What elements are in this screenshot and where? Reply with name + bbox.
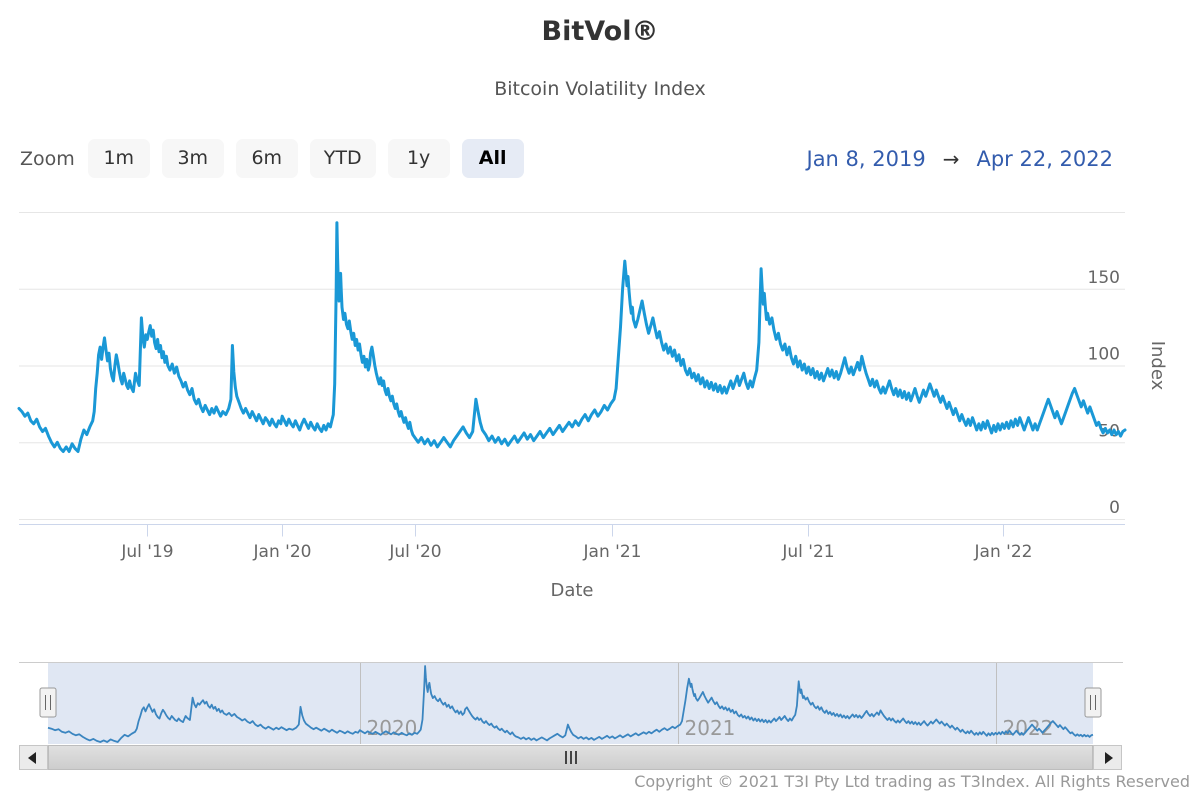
range-button-all[interactable]: All bbox=[461, 139, 524, 178]
chart-title: BitVol® bbox=[541, 16, 659, 47]
copyright-credit: Copyright © 2021 T3I Pty Ltd trading as … bbox=[634, 772, 1190, 791]
navigator-left-handle[interactable] bbox=[39, 687, 57, 718]
navigator-right-handle-box[interactable] bbox=[1084, 687, 1102, 718]
navigator-year-label: 2020 bbox=[367, 716, 418, 740]
navigator-right-handle[interactable] bbox=[1084, 687, 1102, 718]
x-axis-label: Jan '21 bbox=[583, 542, 642, 562]
x-axis-label: Jul '21 bbox=[781, 542, 834, 562]
range-button-6m[interactable]: 6m bbox=[235, 139, 298, 178]
main-series-line bbox=[17, 221, 1127, 453]
range-to-input[interactable]: Apr 22, 2022 bbox=[976, 146, 1113, 171]
x-axis-label: Jan '22 bbox=[974, 542, 1033, 562]
scrollbar-right-button[interactable] bbox=[1093, 745, 1122, 770]
navigator-left-handle-box[interactable] bbox=[39, 687, 57, 718]
range-button-3m[interactable]: 3m bbox=[161, 139, 224, 178]
navigator-series-line bbox=[47, 665, 1094, 743]
navigator-year-label: 2021 bbox=[685, 716, 736, 740]
x-axis-label: Jan '20 bbox=[253, 542, 312, 562]
scrollbar-thumb[interactable] bbox=[48, 745, 1093, 770]
x-axis-title: Date bbox=[550, 580, 593, 601]
scrollbar-right-arrow-icon bbox=[1105, 752, 1113, 764]
y-axis-label: 0 bbox=[1109, 498, 1120, 518]
range-date-inputs: Jan 8, 2019 → Apr 22, 2022 bbox=[807, 139, 1114, 178]
navigator-year-label: 2022 bbox=[1003, 716, 1054, 740]
range-arrow-icon: → bbox=[942, 146, 960, 171]
scrollbar-left-arrow-icon bbox=[28, 752, 36, 764]
chart-subtitle: Bitcoin Volatility Index bbox=[494, 78, 706, 100]
x-axis-label: Jul '19 bbox=[120, 542, 173, 562]
range-button-1y[interactable]: 1y bbox=[387, 139, 450, 178]
y-axis-label: 150 bbox=[1088, 268, 1120, 288]
range-selector: Zoom 1m 3m 6m YTD 1y All bbox=[20, 139, 524, 178]
range-from-input[interactable]: Jan 8, 2019 bbox=[806, 146, 926, 171]
y-axis-title: Index bbox=[1147, 341, 1168, 391]
range-button-ytd[interactable]: YTD bbox=[309, 139, 376, 178]
x-axis-label: Jul '20 bbox=[388, 542, 441, 562]
zoom-label: Zoom bbox=[20, 147, 75, 170]
scrollbar-left-button[interactable] bbox=[19, 745, 48, 770]
range-button-1m[interactable]: 1m bbox=[87, 139, 150, 178]
scrollbar-grip-icon bbox=[564, 751, 577, 764]
y-axis-label: 100 bbox=[1088, 345, 1120, 365]
range-selector-buttons: 1m 3m 6m YTD 1y All bbox=[87, 139, 524, 178]
